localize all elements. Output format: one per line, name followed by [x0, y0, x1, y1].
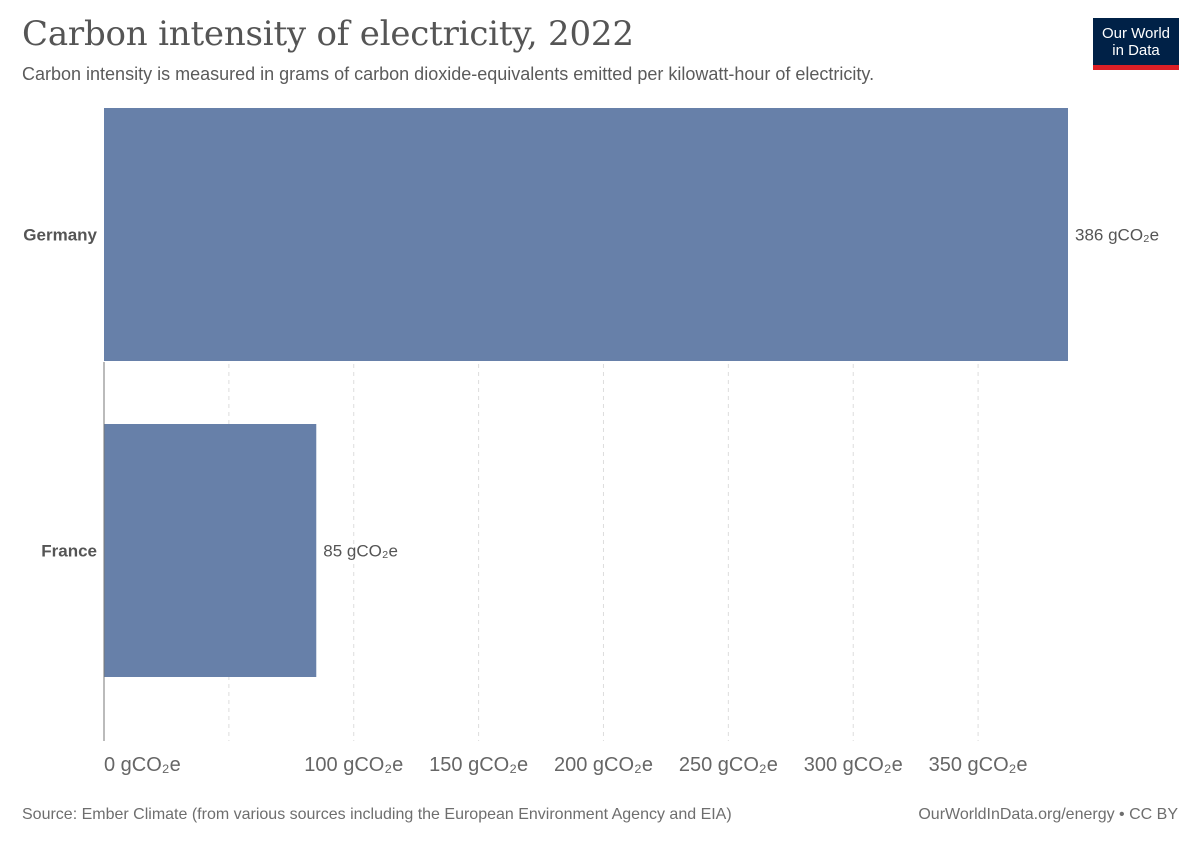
logo-line-2: in Data	[1112, 42, 1160, 59]
labels: Germany 386 gCO₂e France 85 gCO₂e 0 gCO₂e 100…	[23, 226, 1159, 777]
x-tick-label-100: 100 gCO₂e	[304, 754, 403, 776]
x-tick-label-300: 300 gCO₂e	[804, 754, 903, 776]
bar-germany[interactable]	[104, 108, 1068, 361]
x-tick-label-350: 350 gCO₂e	[929, 754, 1028, 776]
license-link[interactable]: OurWorldInData.org/energy • CC BY	[918, 806, 1178, 823]
category-label-france: France	[41, 542, 97, 561]
bar-france[interactable]	[104, 424, 317, 677]
chart-subtitle: Carbon intensity is measured in grams of…	[22, 64, 875, 84]
logo-line-1: Our World	[1101, 25, 1171, 42]
x-tick-label-250: 250 gCO₂e	[679, 754, 778, 776]
source-note: Source: Ember Climate (from various sour…	[22, 806, 732, 823]
value-label-germany: 386 gCO₂e	[1075, 226, 1159, 245]
x-tick-label-200: 200 gCO₂e	[554, 754, 653, 776]
value-label-france: 85 gCO₂e	[323, 542, 398, 561]
x-tick-label-150: 150 gCO₂e	[429, 754, 528, 776]
owid-logo[interactable]: Our World in Data	[1093, 18, 1179, 70]
category-label-germany: Germany	[23, 226, 97, 245]
bars	[104, 108, 1068, 677]
chart-title: Carbon intensity of electricity, 2022	[22, 14, 634, 54]
x-tick-label-0: 0 gCO₂e	[104, 754, 181, 776]
